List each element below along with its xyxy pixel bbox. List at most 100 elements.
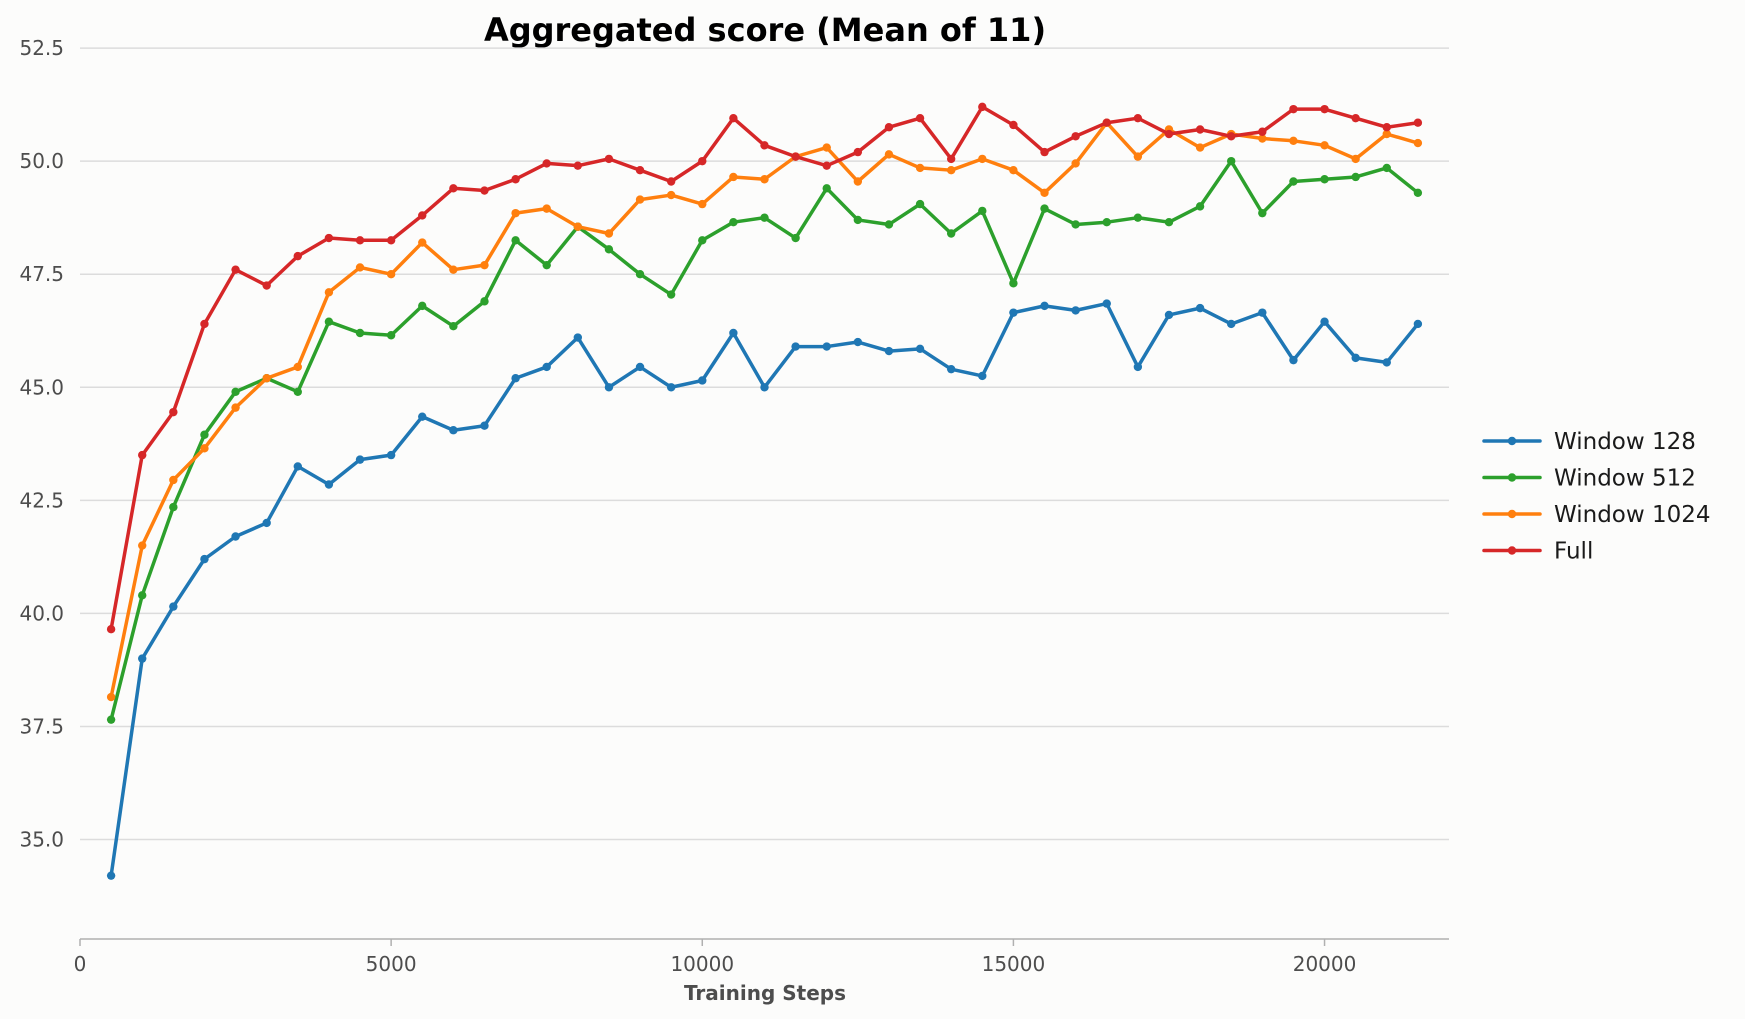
data-point (1351, 353, 1360, 363)
data-point (822, 161, 831, 170)
data-point (355, 236, 365, 245)
data-point (293, 251, 302, 261)
data-point (729, 218, 738, 227)
legend-label: Full (1554, 539, 1593, 565)
y-tick-label: 40.0 (19, 601, 64, 625)
data-point (978, 102, 987, 112)
data-point (915, 163, 925, 173)
data-point (386, 270, 396, 279)
data-point (822, 143, 831, 152)
data-point (1071, 220, 1080, 229)
data-point (635, 270, 645, 279)
data-point (1071, 159, 1080, 168)
x-tick-label: 15000 (982, 952, 1046, 976)
data-point (915, 113, 925, 123)
data-point (604, 154, 614, 164)
data-point (946, 364, 956, 374)
y-tick-label: 50.0 (19, 149, 64, 173)
data-point (791, 342, 800, 351)
data-point (449, 426, 458, 435)
data-point (604, 383, 614, 392)
legend-label: Window 1024 (1554, 502, 1711, 528)
data-point (1164, 218, 1174, 227)
data-point (1413, 319, 1423, 329)
legend-item: Window 1024 (1482, 502, 1711, 528)
x-tick-label: 0 (74, 952, 87, 976)
data-point (262, 374, 271, 383)
data-point (1071, 132, 1080, 141)
data-point (511, 236, 520, 245)
data-point (1320, 317, 1329, 326)
data-point (573, 222, 583, 231)
data-point (884, 220, 894, 229)
data-point (386, 236, 396, 245)
data-point (1258, 127, 1267, 136)
data-point (946, 165, 956, 175)
data-point (698, 236, 707, 245)
legend-marker (1507, 436, 1517, 446)
data-point (978, 206, 987, 216)
data-point (573, 161, 583, 170)
data-point (169, 502, 178, 512)
data-point (1195, 143, 1205, 152)
data-point (635, 165, 645, 175)
data-point (573, 333, 583, 342)
data-point (915, 344, 925, 354)
data-point (946, 229, 956, 238)
data-point (698, 156, 707, 166)
data-point (1133, 113, 1143, 123)
data-point (480, 186, 489, 195)
data-point (106, 692, 116, 702)
x-tick-label: 20000 (1293, 952, 1357, 976)
series-window-128 (106, 299, 1423, 880)
data-point (1413, 188, 1423, 198)
series-window-1024 (106, 118, 1423, 702)
data-point (106, 715, 116, 724)
data-point (1258, 308, 1267, 317)
data-point (884, 123, 894, 132)
data-point (698, 376, 707, 385)
data-point (978, 154, 987, 164)
data-point (231, 387, 240, 396)
data-point (418, 238, 427, 247)
y-tick-label: 37.5 (19, 714, 64, 738)
legend-label: Window 512 (1554, 466, 1696, 492)
data-point (1258, 208, 1267, 218)
data-point (138, 591, 147, 600)
data-point (1040, 188, 1049, 198)
legend: Window 128 Window 512 Window 1024 Full (1482, 429, 1711, 565)
data-point (293, 387, 302, 396)
legend-marker (1507, 546, 1517, 555)
data-point (760, 213, 769, 222)
data-point (449, 184, 458, 193)
data-point (324, 480, 334, 489)
data-point (542, 204, 551, 213)
y-tick-label: 35.0 (19, 828, 64, 852)
data-point (1289, 104, 1298, 114)
y-tick-label: 45.0 (19, 375, 64, 399)
data-point (1413, 118, 1423, 127)
data-point (698, 199, 707, 209)
data-point (760, 141, 769, 150)
data-point (542, 260, 551, 270)
data-point (1227, 319, 1236, 329)
data-point (1195, 303, 1205, 313)
data-point (760, 175, 769, 184)
data-point (1009, 120, 1018, 130)
data-point (822, 184, 831, 193)
data-point (324, 317, 334, 326)
data-point (1009, 165, 1018, 175)
data-point (1195, 202, 1205, 211)
data-point (1351, 172, 1360, 182)
data-point (1164, 310, 1174, 320)
legend-item: Full (1482, 539, 1593, 565)
data-point (1351, 113, 1360, 123)
data-point (822, 342, 831, 351)
data-point (1413, 138, 1423, 148)
data-point (418, 412, 427, 421)
data-point (1382, 163, 1391, 173)
data-point (884, 150, 894, 159)
data-point (1289, 177, 1298, 186)
data-point (231, 265, 240, 274)
